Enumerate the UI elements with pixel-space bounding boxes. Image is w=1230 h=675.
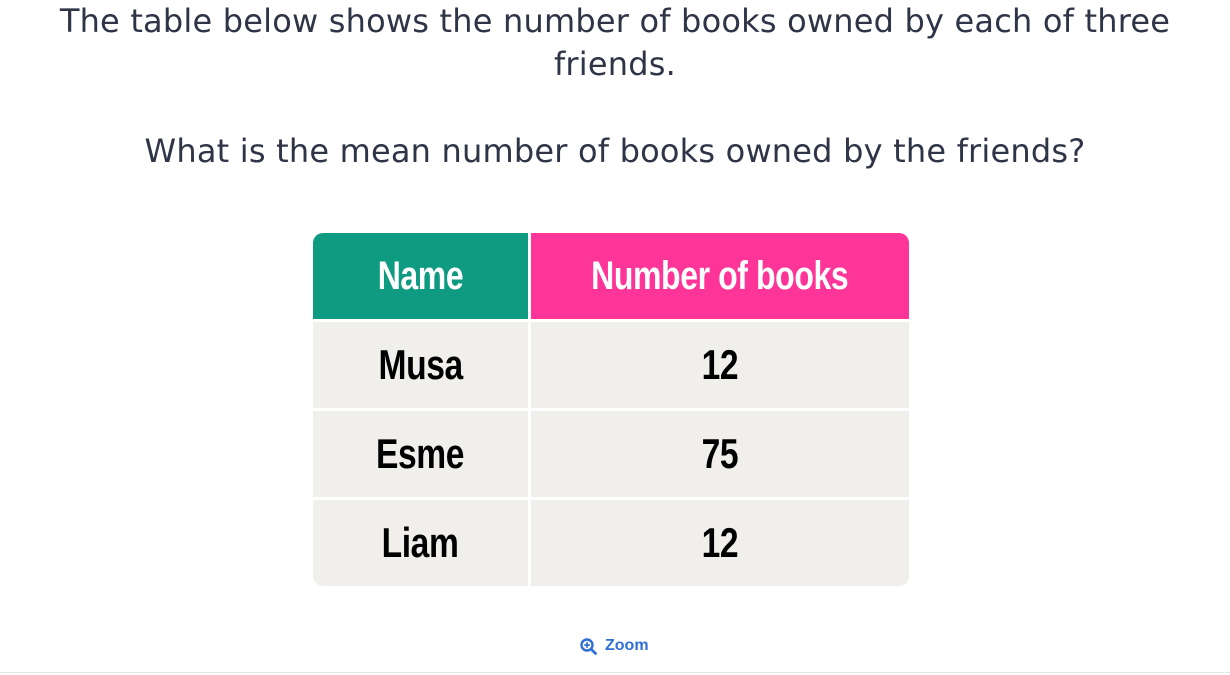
books-table: Name Number of books Musa 12 Esme 75 Lia… xyxy=(313,233,909,586)
table-row: Musa 12 xyxy=(313,319,909,410)
cell-name: Musa xyxy=(313,319,531,410)
cell-books: 75 xyxy=(529,408,909,499)
question-intro: The table below shows the number of book… xyxy=(59,2,1171,83)
cell-name: Liam xyxy=(313,497,531,586)
header-name: Name xyxy=(313,233,531,321)
zoom-label: Zoom xyxy=(605,637,649,654)
table-row: Liam 12 xyxy=(313,497,909,586)
cell-books: 12 xyxy=(529,319,909,410)
zoom-in-icon xyxy=(580,637,597,655)
cell-name: Esme xyxy=(313,408,531,499)
table-header-row: Name Number of books xyxy=(313,233,909,321)
cell-books: 12 xyxy=(529,497,909,586)
question-prompt: What is the mean number of books owned b… xyxy=(144,132,1086,170)
table-row: Esme 75 xyxy=(313,408,909,499)
divider xyxy=(0,672,1230,673)
header-number-of-books: Number of books xyxy=(529,233,909,321)
zoom-button[interactable]: Zoom xyxy=(580,636,649,656)
